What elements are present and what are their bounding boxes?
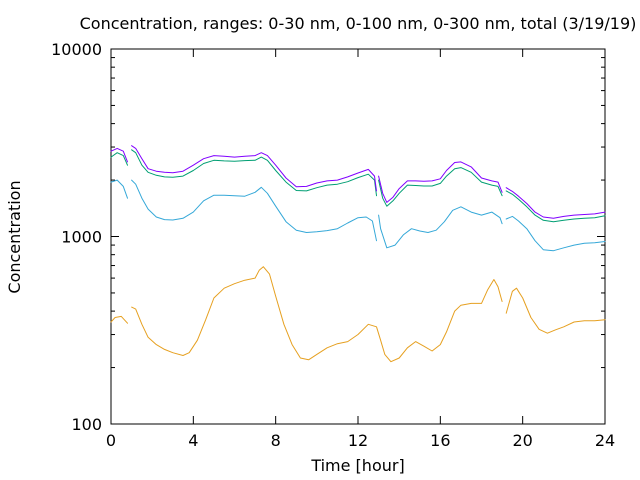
series-0-line bbox=[505, 287, 606, 334]
series-1-line bbox=[110, 179, 128, 199]
x-tick-label: 0 bbox=[106, 431, 116, 450]
series-1-line bbox=[378, 206, 503, 249]
plot-frame bbox=[110, 48, 606, 425]
x-tick-label: 20 bbox=[512, 431, 532, 450]
x-tick-label: 12 bbox=[348, 431, 368, 450]
series-layer bbox=[110, 145, 606, 363]
series-1-line bbox=[131, 179, 377, 242]
series-3-line bbox=[505, 187, 606, 219]
y-tick-label: 10000 bbox=[51, 40, 102, 59]
series-1-line bbox=[505, 215, 606, 252]
x-tick-label: 4 bbox=[188, 431, 198, 450]
x-tick-label: 8 bbox=[271, 431, 281, 450]
x-tick-label: 24 bbox=[595, 431, 615, 450]
y-axis: 100 1000 10000 bbox=[51, 40, 605, 434]
series-2-line bbox=[131, 149, 377, 197]
y-axis-label: Concentration bbox=[5, 180, 24, 293]
series-3-line bbox=[110, 147, 128, 163]
series-2-line bbox=[110, 152, 128, 166]
x-axis-label: Time [hour] bbox=[310, 456, 404, 475]
series-3-line bbox=[131, 145, 377, 192]
series-0-line bbox=[131, 266, 503, 363]
chart-title: Concentration, ranges: 0-30 nm, 0-100 nm… bbox=[80, 14, 637, 33]
series-0-line bbox=[110, 315, 128, 324]
x-tick-label: 16 bbox=[430, 431, 450, 450]
series-2-line bbox=[505, 190, 606, 223]
y-tick-label: 1000 bbox=[61, 228, 102, 247]
series-2-line bbox=[378, 167, 503, 207]
series-3-line bbox=[378, 161, 503, 203]
x-axis: 0 4 8 12 16 20 24 bbox=[106, 49, 615, 450]
y-tick-label: 100 bbox=[71, 415, 102, 434]
